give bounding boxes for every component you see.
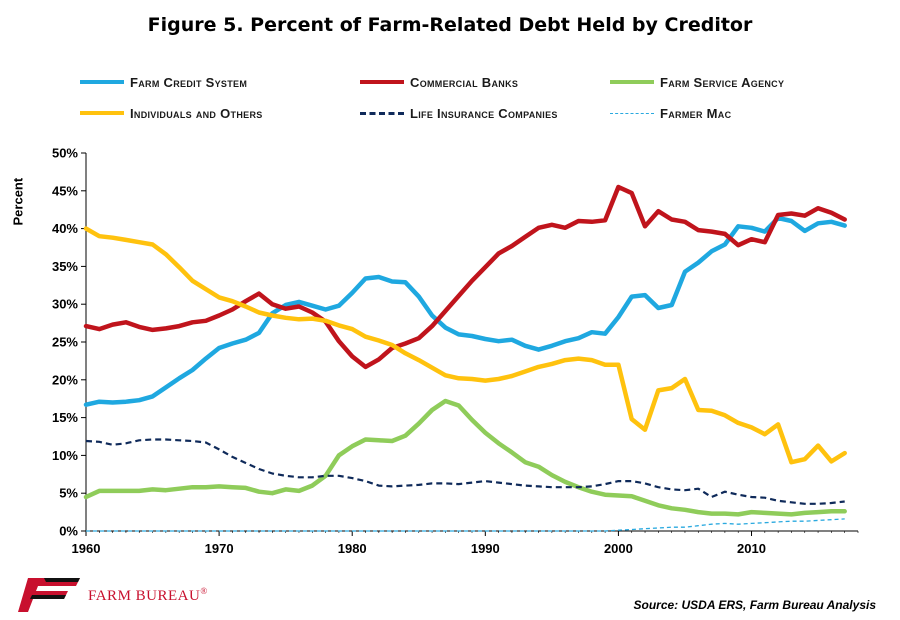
chart-title: Figure 5. Percent of Farm-Related Debt H… — [147, 14, 753, 36]
x-tick-label: 1990 — [471, 541, 500, 556]
legend-label: Farmer Mac — [660, 105, 732, 121]
y-tick-label: 5% — [59, 486, 78, 501]
legend-item-farm-credit-system: Farm Credit System — [80, 72, 247, 92]
brand-name: FARM BUREAU® — [88, 585, 208, 604]
series-line-life-insurance-companies — [85, 438, 845, 505]
legend-swatch — [360, 111, 404, 115]
legend-swatch — [610, 112, 654, 114]
legend-item-commercial-banks: Commercial Banks — [360, 72, 518, 92]
y-tick-label: 40% — [52, 221, 78, 236]
series-line-farmer-mac — [86, 518, 845, 532]
series-line-individuals-and-others — [83, 226, 847, 465]
farm-bureau-logo: FARM BUREAU® — [18, 578, 208, 612]
x-tick-label: 2000 — [604, 541, 633, 556]
legend-swatch — [610, 80, 654, 84]
source-note: Source: USDA ERS, Farm Bureau Analysis — [633, 598, 876, 612]
y-tick-label: 0% — [59, 524, 78, 539]
legend-swatch — [360, 80, 404, 84]
x-tick-label: 2010 — [737, 541, 766, 556]
y-tick-label: 15% — [52, 410, 78, 425]
legend-item-farm-service-agency: Farm Service Agency — [610, 72, 784, 92]
y-tick-label: 50% — [52, 146, 78, 161]
legend-item-life-insurance-companies: Life Insurance Companies — [360, 103, 558, 123]
legend-label: Life Insurance Companies — [410, 105, 558, 121]
legend-swatch — [80, 80, 124, 84]
x-tick-label: 1970 — [205, 541, 234, 556]
legend-item-individuals-and-others: Individuals and Others — [80, 103, 263, 123]
y-tick-label: 35% — [52, 259, 78, 274]
farm-bureau-logo-icon — [18, 578, 80, 612]
y-tick-label: 25% — [52, 335, 78, 350]
legend-label: Farm Credit System — [130, 74, 248, 90]
series-line-commercial-banks — [83, 184, 847, 370]
y-tick-label: 45% — [52, 183, 78, 198]
y-tick-label: 30% — [52, 297, 78, 312]
legend-swatch — [80, 111, 124, 115]
series-line-farm-service-agency — [83, 398, 847, 517]
x-tick-label: 1980 — [338, 541, 367, 556]
series-line-farm-credit-system — [83, 215, 847, 407]
axes: 0% 5% 10% 15% 20% 25% 30% 35% 40% 45% 50% 1960 1970 1… — [52, 146, 859, 556]
y-tick-label: 20% — [52, 372, 78, 387]
x-tick-label: 1960 — [72, 541, 101, 556]
legend-item-farmer-mac: Farmer Mac — [610, 103, 731, 123]
legend-label: Commercial Banks — [410, 74, 519, 90]
plot-lines — [83, 184, 847, 532]
legend-label: Farm Service Agency — [660, 74, 785, 90]
legend-label: Individuals and Others — [130, 105, 263, 121]
y-tick-label: 10% — [52, 448, 78, 463]
